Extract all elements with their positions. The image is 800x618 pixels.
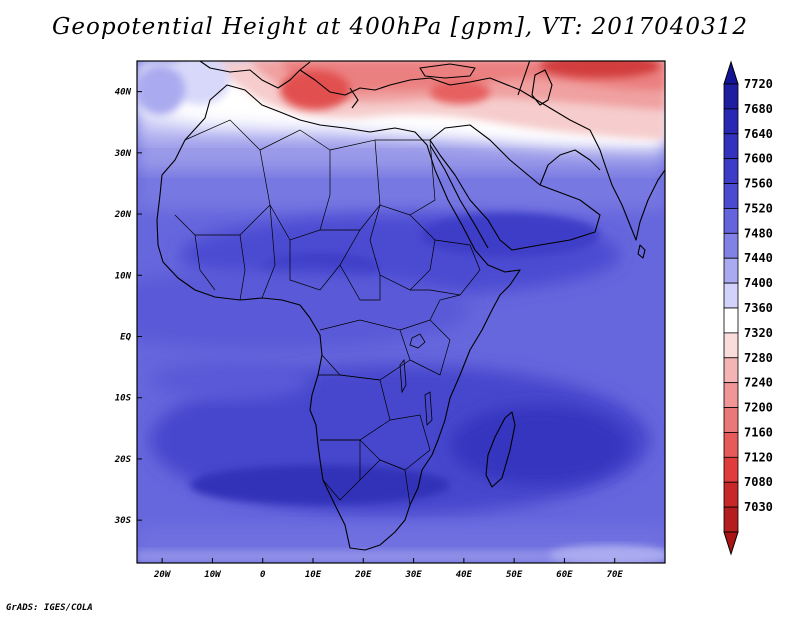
colorbar-swatch bbox=[723, 108, 739, 135]
lon-tick-label: 10W bbox=[204, 570, 222, 580]
coastlines bbox=[156, 61, 665, 551]
lat-tick-label: 10N bbox=[115, 271, 132, 281]
lon-tick-label: 60E bbox=[556, 570, 573, 580]
grads-credit: GrADS: IGES/COLA bbox=[6, 603, 93, 613]
colorbar-swatch bbox=[723, 332, 739, 359]
plot-frame bbox=[136, 60, 666, 564]
lon-tick-label: 70E bbox=[607, 570, 624, 580]
colorbar-label: 7480 bbox=[744, 226, 773, 240]
colorbar-swatch bbox=[723, 232, 739, 259]
lat-tick-label: 40N bbox=[115, 88, 132, 98]
page-title: Geopotential Height at 400hPa [gpm], VT:… bbox=[52, 14, 748, 40]
colorbar-label: 7720 bbox=[744, 77, 773, 91]
lat-tick-label: 20S bbox=[114, 455, 132, 465]
colorbar-label: 7240 bbox=[744, 376, 773, 390]
longitude-axis: 20W 10W 0 10E 20E 30E 40E 50E 60E 70E bbox=[153, 558, 623, 580]
height-field-shading bbox=[137, 61, 665, 563]
colorbar-label: 7680 bbox=[744, 102, 773, 116]
colorbar-label: 7120 bbox=[744, 450, 773, 464]
colorbar-swatch bbox=[723, 133, 739, 160]
colorbar-label: 7320 bbox=[744, 326, 773, 340]
lon-tick-label: 0 bbox=[260, 570, 266, 580]
colorbar-swatch bbox=[723, 83, 739, 110]
country-borders bbox=[174, 119, 481, 506]
colorbar-label: 7200 bbox=[744, 401, 773, 415]
lat-tick-label: 10S bbox=[115, 394, 132, 404]
lat-tick-label: 20N bbox=[114, 210, 132, 220]
lon-tick-label: 20W bbox=[153, 570, 172, 580]
colorbar-swatch bbox=[723, 432, 739, 458]
colorbar-label: 7080 bbox=[744, 475, 773, 489]
colorbar-label: 7640 bbox=[744, 127, 773, 141]
colorbar-label: 7280 bbox=[744, 351, 773, 365]
lakes bbox=[399, 333, 433, 426]
colorbar-swatch bbox=[723, 382, 739, 408]
latitude-axis: 40N 30N 20N 10N EQ 10S 20S 30S bbox=[114, 88, 142, 526]
colorbar-label: 7160 bbox=[744, 425, 773, 439]
colorbar-swatch bbox=[723, 282, 739, 309]
colorbar-swatch bbox=[723, 307, 739, 334]
colorbar-label: 7030 bbox=[744, 500, 773, 514]
colorbar-swatch bbox=[723, 208, 739, 234]
colorbar-swatch bbox=[723, 357, 739, 384]
colorbar-top-arrow bbox=[723, 60, 739, 85]
lon-tick-label: 50E bbox=[506, 570, 523, 580]
lat-tick-label: 30S bbox=[114, 516, 132, 526]
colorbar-swatch bbox=[723, 183, 739, 209]
lat-tick-label: 30N bbox=[114, 149, 132, 159]
lon-tick-label: 20E bbox=[354, 570, 372, 580]
colorbar-label: 7360 bbox=[744, 301, 773, 315]
colorbar: 7720 7680 7640 7600 7560 7520 7480 7440 7400 7360… bbox=[723, 60, 773, 556]
colorbar-label: 7440 bbox=[744, 251, 773, 265]
lon-tick-label: 40E bbox=[456, 570, 473, 580]
colorbar-swatch bbox=[723, 407, 739, 433]
colorbar-swatch bbox=[723, 506, 739, 533]
colorbar-label: 7600 bbox=[744, 152, 773, 166]
lon-tick-label: 30E bbox=[404, 570, 422, 580]
colorbar-swatch bbox=[723, 158, 739, 184]
colorbar-swatch bbox=[723, 481, 739, 508]
colorbar-swatch bbox=[723, 456, 739, 483]
colorbar-label: 7560 bbox=[744, 177, 773, 191]
colorbar-label: 7520 bbox=[744, 201, 773, 215]
colorbar-label: 7400 bbox=[744, 276, 773, 290]
colorbar-swatch bbox=[723, 257, 739, 284]
lon-tick-label: 10E bbox=[305, 570, 322, 580]
colorbar-bottom-arrow bbox=[723, 531, 739, 556]
lat-tick-label: EQ bbox=[120, 332, 131, 342]
